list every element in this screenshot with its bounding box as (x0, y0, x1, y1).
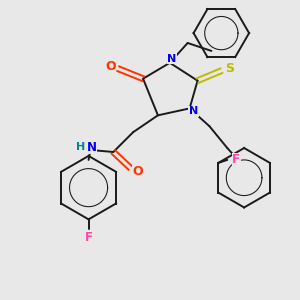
Text: F: F (85, 231, 93, 244)
Text: N: N (86, 140, 97, 154)
Text: O: O (133, 165, 143, 178)
Text: F: F (232, 153, 240, 167)
Text: N: N (189, 106, 198, 116)
Text: O: O (105, 60, 116, 73)
Text: S: S (225, 62, 234, 75)
Text: N: N (167, 54, 176, 64)
Text: H: H (76, 142, 85, 152)
